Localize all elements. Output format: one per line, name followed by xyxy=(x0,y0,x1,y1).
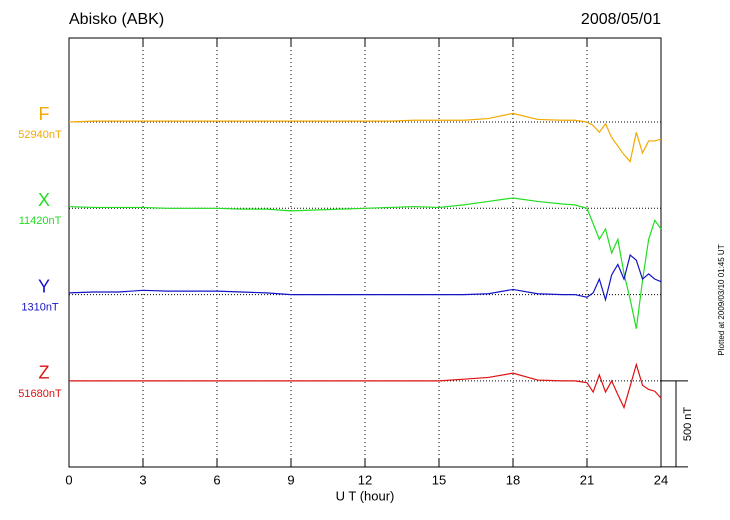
series-name: X xyxy=(38,190,50,210)
x-tick-label: 15 xyxy=(432,472,446,487)
series-line xyxy=(68,253,662,303)
x-tick-label: 24 xyxy=(654,472,668,487)
baseline-label: 1310nT xyxy=(21,302,59,314)
x-tick-label: 9 xyxy=(287,472,294,487)
series-name: Y xyxy=(38,276,50,296)
scale-bar-label: 500 nT xyxy=(682,407,694,442)
x-tick-label: 3 xyxy=(139,472,146,487)
chart-title: Abisko (ABK) xyxy=(69,11,164,28)
series-line xyxy=(68,112,662,163)
x-tick-label: 18 xyxy=(506,472,520,487)
x-axis-label: U T (hour) xyxy=(336,488,395,503)
baseline-label: 11420nT xyxy=(19,215,62,227)
x-tick-label: 0 xyxy=(65,472,72,487)
baseline-label: 51680nT xyxy=(18,388,62,400)
date: 2008/05/01 xyxy=(581,11,661,28)
baseline-label: 52940nT xyxy=(18,129,62,141)
series-name: Z xyxy=(39,363,50,383)
x-tick-label: 21 xyxy=(580,472,594,487)
series-line xyxy=(69,362,662,410)
x-tick-label: 6 xyxy=(213,472,220,487)
x-tick-label: 12 xyxy=(358,472,372,487)
series-line xyxy=(68,197,662,329)
series-name: F xyxy=(39,104,50,124)
footnote: Plotted at 2009/03/10 01:45 UT xyxy=(717,244,726,355)
